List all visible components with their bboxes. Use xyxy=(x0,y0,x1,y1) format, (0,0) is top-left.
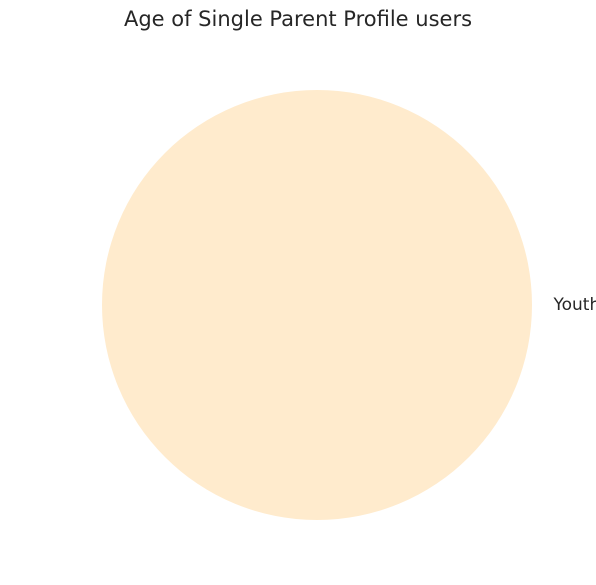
pie-slices xyxy=(102,90,532,520)
pie-slice-youthful xyxy=(102,90,532,520)
pie-labels: Youthful xyxy=(553,295,596,315)
chart-title: Age of Single Parent Profile users xyxy=(123,7,473,31)
pie-label-youthful: Youthful xyxy=(553,295,596,315)
